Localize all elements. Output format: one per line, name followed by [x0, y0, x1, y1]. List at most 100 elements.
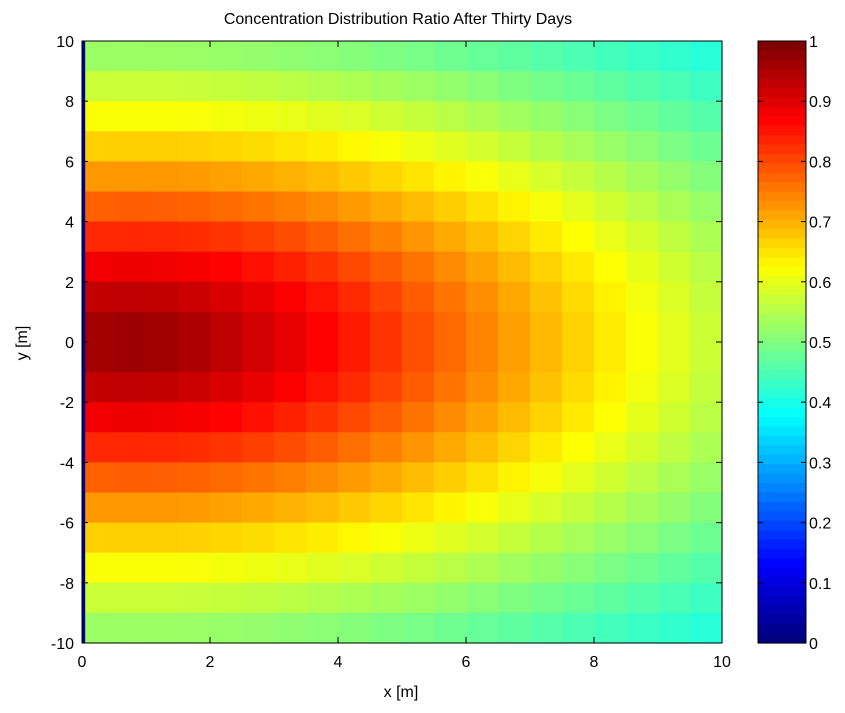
heatmap-cell — [274, 582, 307, 614]
colorbar-segment — [758, 153, 806, 164]
heatmap-cell — [82, 342, 115, 373]
heatmap-cell — [626, 251, 659, 283]
heatmap-cell — [242, 221, 275, 253]
heatmap-cell — [402, 191, 435, 223]
heatmap-cell — [594, 251, 627, 283]
heatmap-cell — [594, 131, 627, 162]
heatmap-cell — [626, 342, 659, 373]
heatmap-cell — [178, 161, 211, 193]
colorbar-segment — [758, 342, 806, 353]
heatmap-cell — [626, 281, 659, 313]
heatmap-cell — [306, 71, 339, 102]
heatmap-cell — [626, 612, 659, 644]
colorbar-segment — [758, 313, 806, 324]
heatmap-cells — [82, 41, 723, 644]
heatmap-cell — [146, 71, 179, 102]
colorbar-tick-label: 0.1 — [809, 576, 831, 593]
heatmap-cell — [306, 432, 339, 463]
heatmap-cell — [82, 311, 115, 343]
heatmap-cell — [530, 372, 563, 403]
heatmap-cell — [338, 402, 371, 433]
heatmap-cell — [466, 251, 499, 283]
heatmap-cell — [658, 311, 691, 343]
heatmap-cell — [114, 281, 147, 313]
heatmap-cell — [402, 372, 435, 403]
heatmap-cell — [114, 522, 147, 554]
heatmap-cell — [274, 432, 307, 463]
heatmap-cell — [690, 522, 723, 554]
heatmap-cell — [178, 342, 211, 373]
y-tick-label: 4 — [65, 215, 74, 232]
heatmap-cell — [178, 402, 211, 433]
heatmap-cell — [114, 251, 147, 283]
heatmap-cell — [370, 281, 403, 313]
heatmap-cell — [146, 131, 179, 162]
heatmap-cell — [434, 251, 467, 283]
colorbar-segment — [758, 135, 806, 146]
heatmap-cell — [658, 462, 691, 494]
heatmap-cell — [306, 552, 339, 584]
heatmap-cell — [242, 552, 275, 584]
heatmap-cell — [114, 71, 147, 102]
chart-title: Concentration Distribution Ratio After T… — [224, 11, 572, 28]
heatmap-cell — [498, 191, 531, 223]
x-axis-label: x [m] — [384, 684, 419, 701]
heatmap-cell — [210, 191, 243, 223]
colorbar-segment — [758, 257, 806, 268]
heatmap-cell — [210, 552, 243, 584]
heatmap-cell — [626, 372, 659, 403]
heatmap-cell — [114, 402, 147, 433]
heatmap-cell — [82, 131, 115, 162]
heatmap-cell — [562, 342, 595, 373]
heatmap-cell — [370, 612, 403, 644]
heatmap-cell — [402, 281, 435, 313]
heatmap-cell — [530, 161, 563, 193]
y-tick-label: -2 — [60, 395, 74, 412]
heatmap-cell — [434, 612, 467, 644]
heatmap-cell — [242, 311, 275, 343]
heatmap-cell — [562, 221, 595, 253]
x-tick-label: 10 — [713, 654, 731, 671]
heatmap-cell — [178, 492, 211, 524]
heatmap-cell — [434, 552, 467, 584]
heatmap-cell — [690, 582, 723, 614]
heatmap-cell — [498, 522, 531, 554]
heatmap-cell — [82, 101, 115, 132]
heatmap-cell — [178, 462, 211, 494]
heatmap-cell — [562, 492, 595, 524]
heatmap-cell — [562, 191, 595, 223]
heatmap-cell — [434, 492, 467, 524]
colorbar-segment — [758, 106, 806, 117]
heatmap-cell — [242, 101, 275, 132]
heatmap-cell — [530, 311, 563, 343]
heatmap-cell — [82, 281, 115, 313]
heatmap-cell — [594, 612, 627, 644]
heatmap-cell — [530, 221, 563, 253]
heatmap-cell — [274, 71, 307, 102]
heatmap-cell — [402, 251, 435, 283]
heatmap-cell — [114, 131, 147, 162]
heatmap-cell — [114, 492, 147, 524]
heatmap-cell — [498, 402, 531, 433]
heatmap-cell — [658, 251, 691, 283]
heatmap-cell — [82, 492, 115, 524]
colorbar-segment — [758, 266, 806, 277]
heatmap-cell — [562, 372, 595, 403]
heatmap-cell — [626, 582, 659, 614]
heatmap-cell — [242, 191, 275, 223]
heatmap-cell — [274, 372, 307, 403]
heatmap-cell — [338, 582, 371, 614]
heatmap-cell — [594, 552, 627, 584]
heatmap-cell — [466, 462, 499, 494]
heatmap-cell — [530, 281, 563, 313]
heatmap-cell — [210, 462, 243, 494]
heatmap-cell — [594, 41, 627, 72]
heatmap-cell — [242, 402, 275, 433]
colorbar-segment — [758, 389, 806, 400]
heatmap-cell — [178, 372, 211, 403]
heatmap-cell — [146, 251, 179, 283]
heatmap-cell — [338, 552, 371, 584]
heatmap-cell — [210, 372, 243, 403]
heatmap-cell — [498, 131, 531, 162]
colorbar-segment — [758, 501, 806, 512]
